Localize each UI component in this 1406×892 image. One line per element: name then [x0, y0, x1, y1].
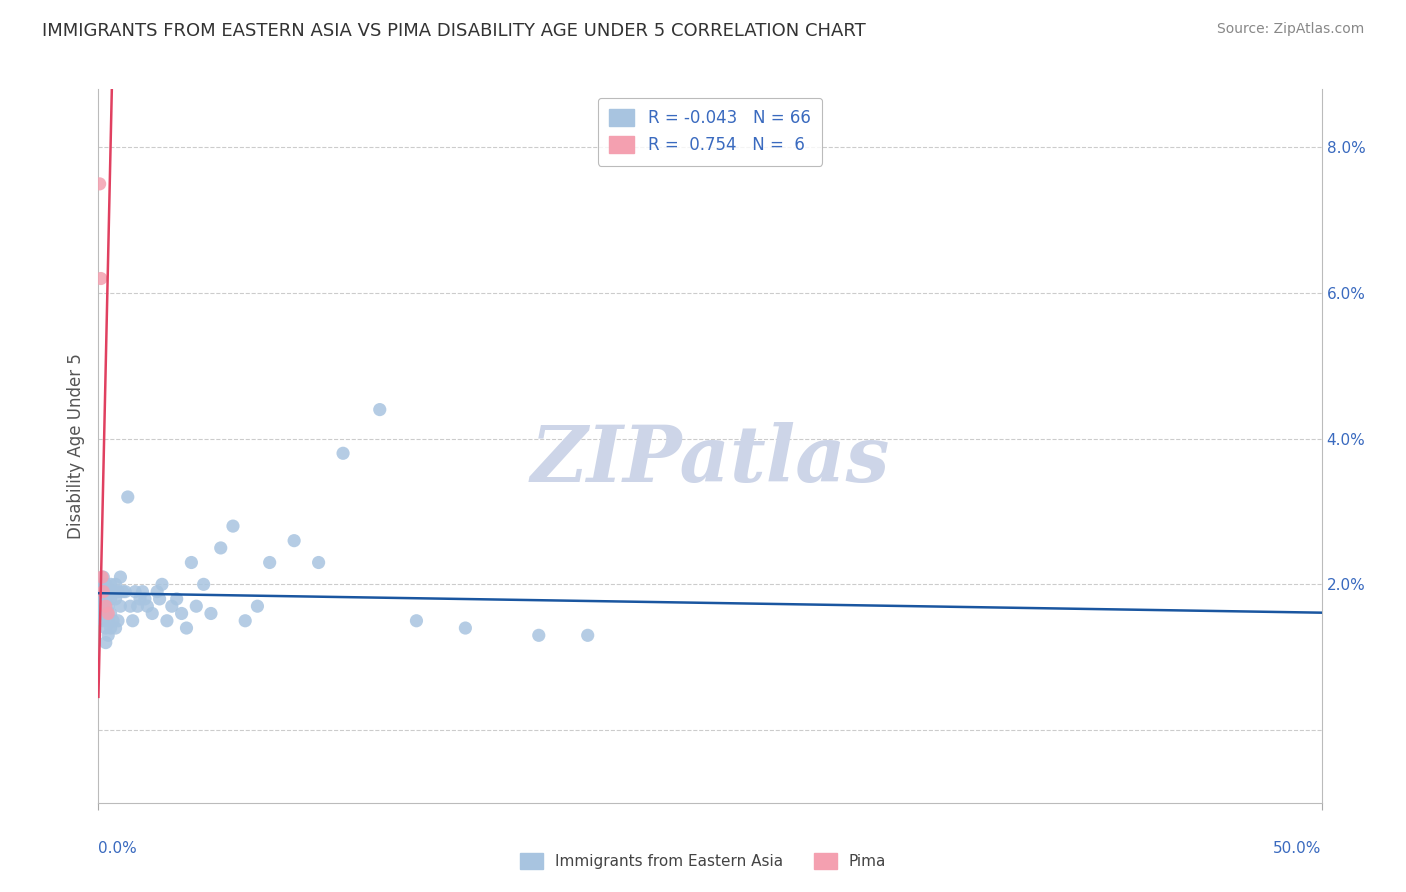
Point	[186, 599, 208, 614]
Point	[527, 628, 550, 642]
Point	[107, 584, 129, 599]
Point	[91, 599, 114, 614]
Point	[97, 628, 120, 642]
Point	[91, 570, 114, 584]
Point	[166, 591, 188, 606]
Point	[111, 584, 134, 599]
Point	[308, 556, 330, 570]
Point	[368, 402, 391, 417]
Point	[283, 533, 305, 548]
Point	[120, 599, 142, 614]
Point	[104, 577, 127, 591]
Point	[89, 177, 111, 191]
Point	[97, 584, 120, 599]
Point	[100, 621, 122, 635]
Point	[91, 584, 114, 599]
Point	[131, 584, 153, 599]
Point	[150, 577, 173, 591]
Text: 50.0%: 50.0%	[1274, 841, 1322, 855]
Point	[156, 614, 179, 628]
Point	[176, 621, 198, 635]
Point	[110, 570, 132, 584]
Point	[94, 591, 117, 606]
Point	[91, 584, 114, 599]
Point	[117, 490, 139, 504]
Point	[129, 591, 152, 606]
Point	[160, 599, 183, 614]
Point	[246, 599, 269, 614]
Legend: R = -0.043   N = 66, R =  0.754   N =  6: R = -0.043 N = 66, R = 0.754 N = 6	[598, 97, 823, 166]
Point	[141, 607, 163, 621]
Point	[170, 607, 193, 621]
Legend: Immigrants from Eastern Asia, Pima: Immigrants from Eastern Asia, Pima	[513, 847, 893, 875]
Point	[222, 519, 245, 533]
Point	[91, 614, 114, 628]
Point	[136, 599, 159, 614]
Point	[134, 591, 156, 606]
Point	[90, 271, 112, 285]
Point	[114, 584, 136, 599]
Point	[101, 584, 124, 599]
Point	[100, 591, 122, 606]
Point	[94, 607, 117, 621]
Point	[91, 570, 114, 584]
Point	[259, 556, 281, 570]
Point	[94, 635, 117, 649]
Point	[90, 577, 112, 591]
Point	[233, 614, 256, 628]
Text: 0.0%: 0.0%	[98, 841, 138, 855]
Point	[209, 541, 232, 555]
Point	[576, 628, 599, 642]
Point	[193, 577, 215, 591]
Point	[121, 614, 143, 628]
Point	[124, 584, 146, 599]
Y-axis label: Disability Age Under 5: Disability Age Under 5	[66, 353, 84, 539]
Text: IMMIGRANTS FROM EASTERN ASIA VS PIMA DISABILITY AGE UNDER 5 CORRELATION CHART: IMMIGRANTS FROM EASTERN ASIA VS PIMA DIS…	[42, 22, 866, 40]
Point	[405, 614, 427, 628]
Point	[90, 591, 112, 606]
Text: ZIPatlas: ZIPatlas	[530, 422, 890, 499]
Point	[94, 621, 117, 635]
Point	[97, 599, 120, 614]
Point	[180, 556, 202, 570]
Point	[146, 584, 169, 599]
Point	[149, 591, 172, 606]
Point	[104, 621, 127, 635]
Point	[107, 614, 129, 628]
Point	[94, 577, 117, 591]
Point	[104, 591, 127, 606]
Point	[200, 607, 222, 621]
Point	[101, 614, 124, 628]
Text: Source: ZipAtlas.com: Source: ZipAtlas.com	[1216, 22, 1364, 37]
Point	[97, 614, 120, 628]
Point	[454, 621, 477, 635]
Point	[110, 599, 132, 614]
Point	[90, 607, 112, 621]
Point	[100, 607, 122, 621]
Point	[332, 446, 354, 460]
Point	[100, 577, 122, 591]
Point	[94, 599, 117, 614]
Point	[97, 607, 120, 621]
Point	[127, 599, 149, 614]
